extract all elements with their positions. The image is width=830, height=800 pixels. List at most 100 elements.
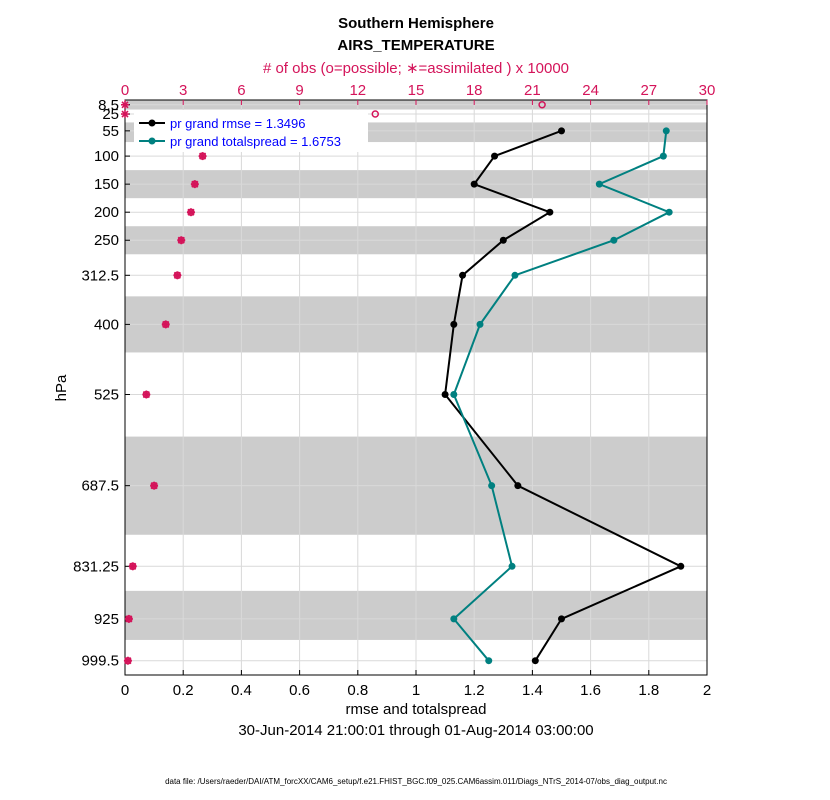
series-point-0 (441, 391, 449, 399)
obs-assimilated-marker (121, 110, 129, 119)
y-tick-label: 150 (94, 176, 119, 193)
x-tick-label: 0.4 (231, 682, 252, 699)
series-point-1 (659, 152, 667, 160)
x-tick-label: 0.2 (173, 682, 194, 699)
series-point-1 (450, 615, 458, 623)
series-line-0 (444, 129, 684, 662)
obs-possible-marker (371, 110, 380, 118)
top-tick-label: 30 (699, 82, 716, 99)
obs-assimilated-marker (150, 481, 159, 490)
series-layer (441, 127, 685, 665)
obs-assimilated-stroke (124, 657, 132, 665)
obs-markers (121, 100, 546, 665)
y-tick-label: 55 (102, 123, 119, 140)
top-tick-label: 15 (408, 82, 425, 99)
series-point-1 (595, 180, 603, 188)
series-point-1 (662, 127, 670, 135)
obs-assimilated-stroke (162, 320, 170, 328)
obs-assimilated-marker (142, 390, 151, 399)
x-axis-label: rmse and totalspread (346, 701, 487, 718)
series-point-1 (665, 208, 673, 216)
series-point-1 (511, 271, 519, 279)
series-point-0 (558, 127, 565, 135)
series-point-0 (459, 271, 467, 279)
x-tick-label: 2 (703, 682, 711, 699)
top-tick-label: 0 (121, 82, 129, 99)
series-point-0 (558, 615, 565, 623)
series-point-0 (499, 236, 507, 244)
data-file-footer: data file: /Users/raeder/DAI/ATM_forcXX/… (165, 777, 667, 786)
obs-assimilated-marker (121, 100, 129, 109)
chart-subtitle: AIRS_TEMPERATURE (337, 37, 494, 54)
y-tick-label: 200 (94, 204, 119, 221)
obs-assimilated-stroke (177, 236, 185, 244)
x-tick-label: 0 (121, 682, 129, 699)
top-tick-label: 3 (179, 82, 187, 99)
y-tick-label: 250 (94, 232, 119, 249)
series-point-0 (450, 320, 458, 328)
date-range: 30-Jun-2014 21:00:01 through 01-Aug-2014… (238, 722, 593, 739)
series-point-1 (485, 657, 493, 665)
top-tick-label: 27 (640, 82, 657, 99)
x-tick-label: 1.2 (464, 682, 485, 699)
top-axis-label: # of obs (o=possible; ∗=assimilated ) x … (263, 60, 569, 77)
obs-assimilated-stroke (187, 208, 195, 216)
obs-assimilated-stroke (142, 390, 150, 399)
obs-assimilated-stroke (199, 152, 207, 160)
y-axis-label: hPa (53, 374, 70, 401)
y-tick-label: 312.5 (81, 267, 119, 284)
y-tick-label: 25 (102, 106, 119, 123)
series-line-1 (452, 130, 672, 662)
series-point-0 (470, 180, 478, 188)
obs-assimilated-stroke (191, 180, 199, 188)
series-point-1 (450, 391, 458, 399)
legend-marker-rmse (148, 119, 156, 127)
obs-possible-marker (538, 101, 546, 109)
top-tick-label: 6 (237, 82, 245, 99)
legend-rmse: pr grand rmse = 1.3496 (170, 116, 306, 131)
series-point-0 (546, 208, 554, 216)
series-point-1 (508, 562, 516, 570)
obs-assimilated-marker (161, 320, 170, 329)
obs-assimilated-marker (128, 562, 137, 571)
series-point-1 (476, 320, 484, 328)
obs-assimilated-stroke (129, 562, 137, 570)
x-tick-label: 0.6 (289, 682, 310, 699)
y-tick-label: 687.5 (81, 478, 119, 495)
y-tick-label: 831.25 (73, 558, 119, 575)
y-tick-label: 400 (94, 316, 119, 333)
obs-assimilated-marker (173, 271, 182, 280)
chart-title: Southern Hemisphere (338, 15, 494, 32)
series-point-1 (610, 236, 618, 244)
x-tick-label: 1.4 (522, 682, 543, 699)
x-tick-label: 1.8 (638, 682, 659, 699)
top-tick-label: 9 (295, 82, 303, 99)
series-point-0 (677, 562, 685, 570)
axis-ticks: 0 0.2 0.4 0.6 0.8 1 1.2 1.4 1.6 1.8 2 0 3 6 9 12 15 18 21 2… (73, 82, 715, 699)
y-tick-label: 100 (94, 148, 119, 165)
x-tick-label: 1 (412, 682, 420, 699)
obs-assimilated-marker (198, 152, 207, 161)
legend-marker-totalspread (148, 137, 156, 145)
y-tick-label: 925 (94, 611, 119, 628)
x-tick-label: 0.8 (347, 682, 368, 699)
obs-assimilated-stroke (121, 101, 129, 109)
obs-assimilated-marker (124, 614, 133, 623)
top-tick-label: 18 (466, 82, 483, 99)
obs-assimilated-stroke (150, 482, 158, 490)
x-tick-label: 1.6 (580, 682, 601, 699)
legend-box (134, 110, 368, 152)
series-point-1 (488, 482, 496, 490)
obs-assimilated-marker (177, 236, 186, 245)
top-tick-label: 21 (524, 82, 541, 99)
y-tick-label: 8.5 (98, 97, 119, 114)
legend: pr grand rmse = 1.3496 pr grand totalspr… (134, 110, 368, 152)
series-point-0 (514, 482, 522, 490)
y-tick-label: 525 (94, 387, 119, 404)
obs-assimilated-stroke (125, 615, 133, 623)
obs-assimilated-marker (123, 656, 132, 665)
series-point-0 (491, 152, 499, 160)
top-tick-label: 12 (349, 82, 366, 99)
obs-assimilated-marker (186, 208, 195, 217)
